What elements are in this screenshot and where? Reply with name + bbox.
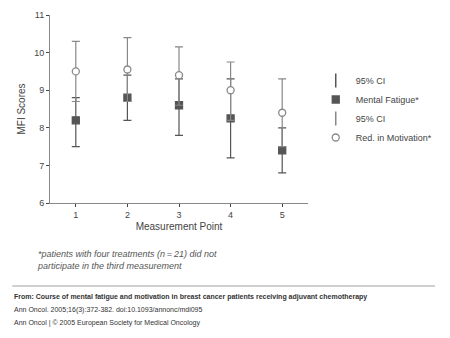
svg-text:95% CI: 95% CI xyxy=(356,114,386,124)
svg-text:95% CI: 95% CI xyxy=(356,76,386,86)
svg-text:8: 8 xyxy=(39,123,44,133)
svg-text:MFI Scores: MFI Scores xyxy=(16,83,27,134)
svg-text:3: 3 xyxy=(176,210,181,220)
svg-text:Red. in Motivation*: Red. in Motivation* xyxy=(356,133,432,143)
svg-text:10: 10 xyxy=(34,48,44,58)
svg-text:5: 5 xyxy=(280,210,285,220)
svg-text:Ann Oncol | © 2005 European So: Ann Oncol | © 2005 European Society for … xyxy=(14,319,200,327)
svg-text:*patients with four treatments: *patients with four treatments (n = 21) … xyxy=(37,249,217,271)
svg-text:4: 4 xyxy=(228,210,233,220)
svg-text:Ann Oncol. 2005;16(3):372-382.: Ann Oncol. 2005;16(3):372-382. doi:10.10… xyxy=(14,306,202,314)
svg-text:6: 6 xyxy=(39,198,44,208)
svg-text:From: Course of mental fatigue: From: Course of mental fatigue and motiv… xyxy=(14,293,367,301)
svg-text:Mental Fatigue*: Mental Fatigue* xyxy=(356,95,420,105)
svg-text:1: 1 xyxy=(73,210,78,220)
svg-text:9: 9 xyxy=(39,85,44,95)
svg-text:11: 11 xyxy=(35,10,44,20)
svg-text:7: 7 xyxy=(39,161,44,171)
svg-text:Measurement Point: Measurement Point xyxy=(136,221,223,232)
svg-text:2: 2 xyxy=(125,210,130,220)
